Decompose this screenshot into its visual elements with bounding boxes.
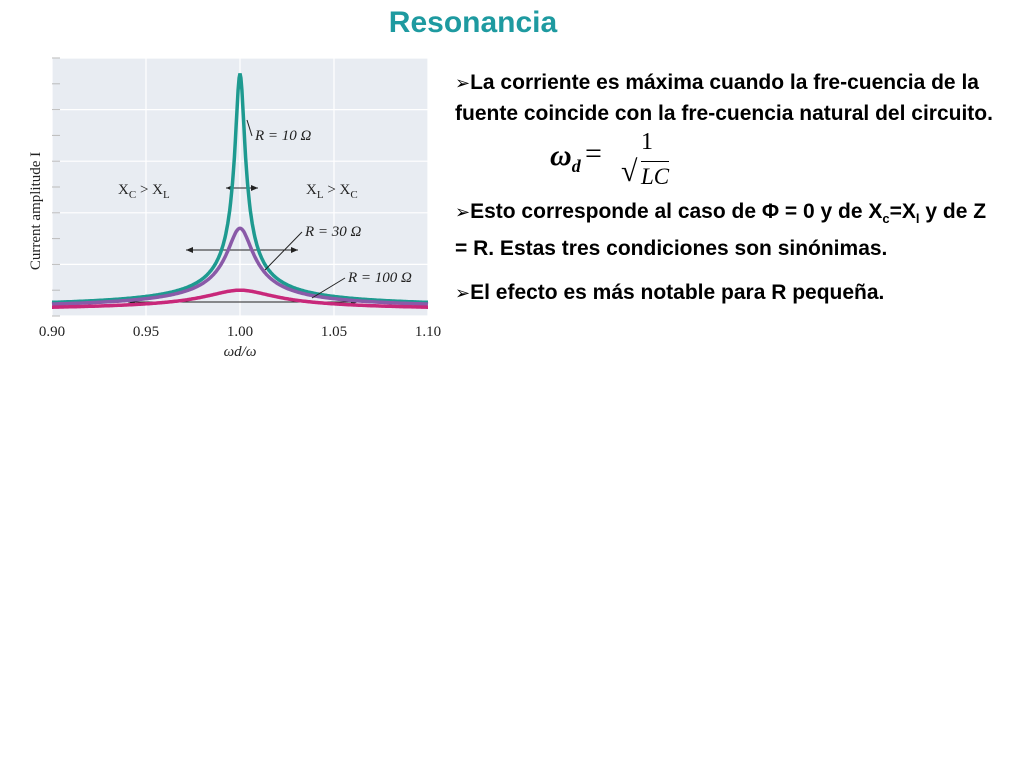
bullet-arrow-icon: ➢ — [455, 202, 471, 223]
formula-numerator: 1 — [641, 129, 653, 155]
bullet-arrow-icon: ➢ — [455, 283, 471, 305]
arrow-head-right-icon — [251, 185, 258, 191]
grid-lines — [51, 57, 429, 317]
formula-equals: = — [585, 137, 602, 170]
slide-title: Resonancia — [388, 6, 558, 39]
arrow-head-left-icon — [186, 247, 193, 253]
bullet-1-text: La corriente es máxima cuando la fre-cue… — [455, 71, 993, 125]
arrow-head-right-icon — [291, 247, 298, 253]
series-label-leader — [311, 277, 346, 299]
series-label: R = 10 Ω — [254, 128, 312, 144]
curves — [51, 73, 429, 309]
y-axis-label: Current amplitude I — [28, 152, 44, 270]
series-label-leader — [264, 231, 303, 271]
series-label: R = 100 Ω — [347, 270, 412, 286]
region-annotations: XC > XL XL > XC — [118, 182, 358, 201]
bullet-arrow-icon: ➢ — [455, 73, 471, 94]
formula-lhs: ωd — [550, 139, 581, 177]
x-tick-label: 0.95 — [133, 324, 159, 340]
resonance-formula: ωd = 1 √ LC — [455, 129, 1000, 193]
annotation-1: XC > XL — [118, 182, 170, 201]
curve-r30 — [51, 226, 429, 306]
x-tick-label: 0.90 — [39, 324, 65, 340]
formula-denominator: LC — [641, 161, 670, 192]
x-tick-label: 1.00 — [227, 324, 253, 340]
bullet-3: ➢El efecto es más notable para R pequeña… — [455, 278, 1000, 309]
bullet-1: ➢La corriente es máxima cuando la fre-cu… — [455, 68, 1000, 129]
x-tick-label: 1.05 — [321, 324, 347, 340]
x-axis-label: ωd/ω — [224, 344, 257, 360]
bullet-list: ➢La corriente es máxima cuando la fre-cu… — [455, 68, 1000, 309]
series-label-leader — [246, 119, 253, 137]
bullet-3-text: El efecto es más notable para R pequeña. — [470, 281, 885, 305]
x-tick-label: 1.10 — [415, 324, 441, 340]
x-tick-labels: 0.90 0.95 1.00 1.05 1.10 — [39, 324, 441, 340]
sqrt-icon: √ — [621, 155, 638, 188]
curve-r100 — [52, 288, 428, 309]
annotation-2: XL > XC — [306, 182, 358, 201]
resonance-chart: R = 10 Ω R = 30 Ω R = 100 Ω XC > XL XL > XC… — [28, 57, 441, 360]
curve-r10 — [52, 73, 428, 305]
series-labels: R = 10 Ω R = 30 Ω R = 100 Ω — [246, 119, 412, 299]
series-label: R = 30 Ω — [304, 224, 362, 240]
bullet-2: ➢Esto corresponde al caso de Φ = 0 y de … — [455, 200, 987, 261]
